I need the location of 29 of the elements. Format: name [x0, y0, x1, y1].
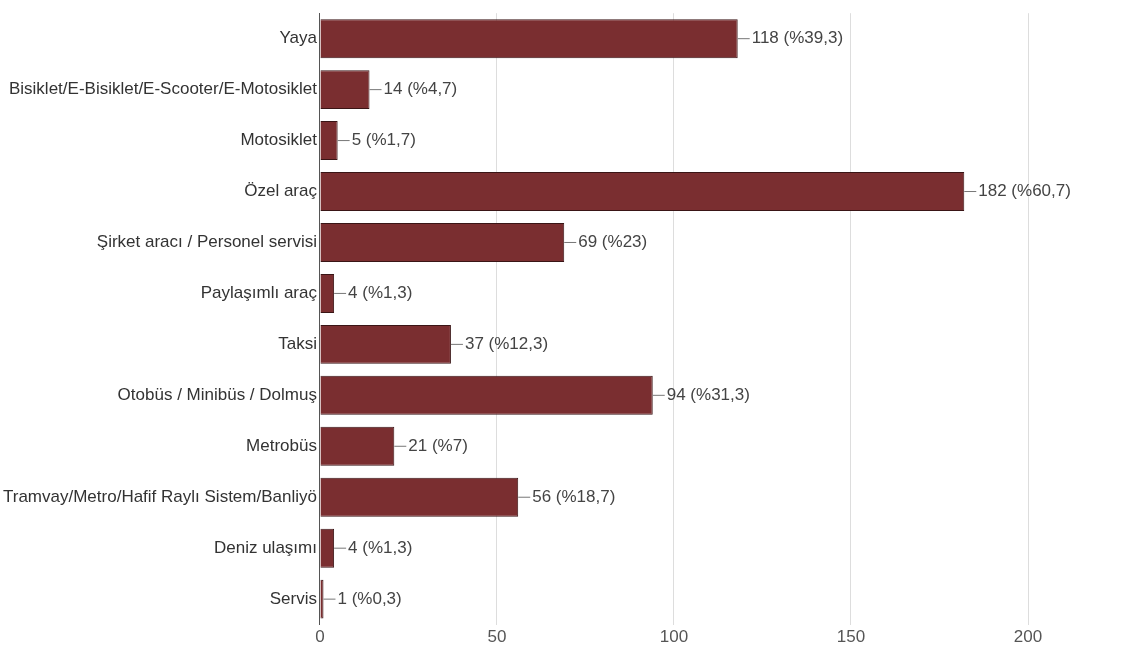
data-label: 5 (%1,7): [351, 130, 416, 150]
x-tick-label: 200: [1013, 627, 1043, 647]
data-label: 37 (%12,3): [464, 334, 549, 354]
data-label: 94 (%31,3): [666, 385, 750, 405]
x-tick-label: 150: [836, 627, 866, 647]
data-label: 1 (%0,3): [337, 588, 402, 608]
y-tick-label: Paylaşımlı araç: [200, 283, 318, 303]
y-tick-label: Taksi: [278, 334, 317, 354]
data-label: 182 (%60,7): [978, 181, 1071, 201]
x-tick-label: 0: [315, 627, 325, 647]
y-tick-label: Deniz ulaşımı: [213, 537, 317, 557]
data-label: 21 (%7): [408, 435, 468, 455]
data-label: 14 (%4,7): [383, 79, 458, 99]
data-label: 69 (%23): [578, 232, 648, 252]
data-label: 4 (%1,3): [348, 537, 413, 557]
y-tick-label: Yaya: [279, 28, 318, 48]
y-tick-label: Bisiklet/E-Bisiklet/E-Scooter/E-Motosiklet: [8, 79, 318, 99]
y-tick-label: Otobüs / Minibüs / Dolmuş: [117, 385, 317, 405]
y-tick-label: Tramvay/Metro/Hafif Raylı Sistem/Banliyö: [3, 486, 317, 506]
y-tick-label: Metrobüs: [246, 435, 317, 455]
data-label: 118 (%39,3): [751, 28, 844, 48]
x-tick-label: 100: [659, 627, 689, 647]
data-label: 4 (%1,3): [348, 283, 413, 303]
y-tick-label: Motosiklet: [240, 130, 318, 150]
y-tick-label: Şirket aracı / Personel servisi: [96, 232, 317, 252]
y-tick-label: Özel araç: [244, 181, 318, 201]
y-tick-label: Servis: [269, 588, 317, 608]
x-tick-label: 50: [487, 627, 507, 647]
data-label: 56 (%18,7): [532, 486, 616, 506]
